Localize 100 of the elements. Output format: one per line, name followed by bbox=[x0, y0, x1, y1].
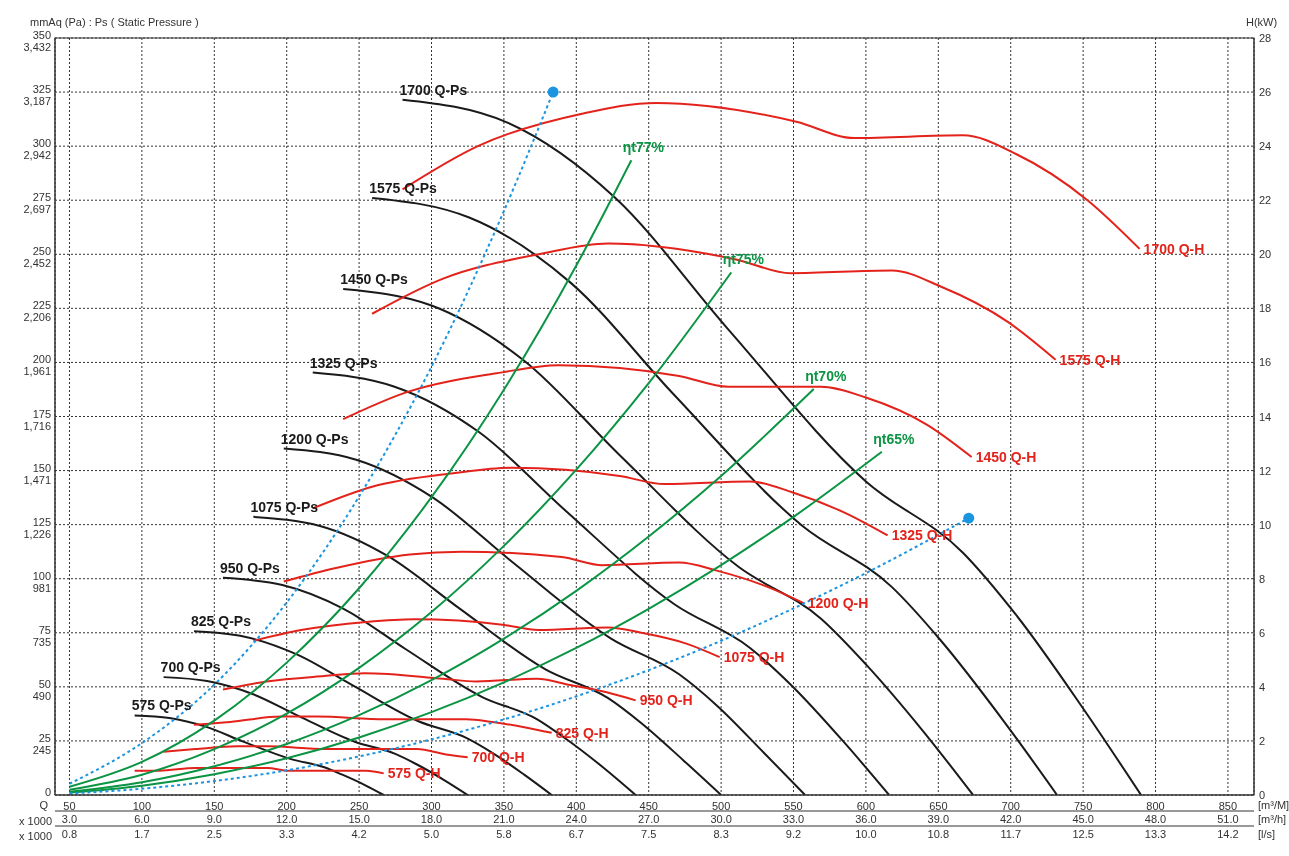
y2-tick-label: 0 bbox=[1259, 789, 1266, 801]
x-tick-label: 200 bbox=[277, 800, 296, 812]
text: 13.3 bbox=[1144, 828, 1167, 840]
series-label: 1450 Q-H bbox=[975, 449, 1037, 466]
y2-tick-label: 16 bbox=[1259, 356, 1272, 369]
y3-tick-label: 2,206 bbox=[23, 311, 51, 324]
text: Q bbox=[39, 799, 49, 811]
x2-tick-label: 6.0 bbox=[134, 813, 150, 825]
x2-tick-label: 48.0 bbox=[1144, 813, 1167, 825]
text: 3.3 bbox=[279, 828, 295, 840]
y-tick-label: 75 bbox=[38, 623, 51, 636]
text: 5.8 bbox=[496, 828, 512, 840]
y-tick-label: 200 bbox=[32, 353, 51, 366]
y3-tick-label: 3,187 bbox=[23, 95, 51, 108]
x-tick-label: 500 bbox=[711, 800, 731, 812]
y2-tick-label: 20 bbox=[1259, 248, 1272, 261]
series-label: 1325 Q-Ps bbox=[309, 354, 378, 371]
x2-tick-label: 30.0 bbox=[710, 813, 732, 825]
x2-tick-label: 36.0 bbox=[855, 813, 877, 825]
x2-tick-label: 9.0 bbox=[206, 813, 222, 825]
y-tick-label: 0 bbox=[44, 786, 51, 798]
x2-tick-label: 12.0 bbox=[275, 813, 298, 825]
y-tick-label: 25 bbox=[38, 731, 51, 744]
text: 10.0 bbox=[855, 828, 877, 840]
x-tick-label: 100 bbox=[132, 800, 152, 812]
series-label: ηt77% bbox=[622, 139, 665, 156]
series-label: 1075 Q-H bbox=[723, 649, 785, 666]
series-label: 1450 Q-Ps bbox=[340, 271, 409, 288]
x-tick-label: 700 bbox=[1001, 800, 1020, 812]
y-tick-label: 125 bbox=[32, 515, 51, 528]
text: x 1000 bbox=[18, 815, 52, 827]
series-label: 1075 Q-Ps bbox=[250, 498, 319, 515]
y2-tick-label: 4 bbox=[1259, 680, 1266, 693]
text: 11.7 bbox=[1000, 828, 1022, 840]
series-label: 1200 Q-H bbox=[807, 595, 869, 612]
series-label: 1575 Q-H bbox=[1059, 351, 1121, 368]
y3-tick-label: 2,942 bbox=[23, 149, 51, 162]
text: 10.8 bbox=[927, 828, 950, 840]
y3-tick-label: 490 bbox=[32, 689, 51, 702]
y-tick-label: 175 bbox=[32, 407, 51, 420]
text: 9.2 bbox=[785, 828, 802, 840]
x2-tick-label: 15.0 bbox=[348, 813, 370, 825]
y3-tick-label: 2,452 bbox=[23, 257, 51, 270]
text: 1.7 bbox=[134, 828, 150, 840]
series-label: 700 Q-H bbox=[471, 749, 525, 766]
x2-tick-label: 24.0 bbox=[565, 813, 588, 825]
x-tick-label: 550 bbox=[784, 800, 803, 812]
x2-axis-title: [m³/h] bbox=[1258, 813, 1287, 825]
x-tick-label: 150 bbox=[205, 800, 224, 812]
text: 0.8 bbox=[61, 828, 78, 840]
y2-tick-label: 6 bbox=[1259, 626, 1266, 639]
x2-tick-label: 51.0 bbox=[1217, 813, 1239, 825]
series-label: 825 Q-Ps bbox=[191, 613, 252, 630]
series-label: 950 Q-H bbox=[639, 692, 693, 709]
y3-tick-label: 245 bbox=[32, 743, 51, 756]
x-tick-label: 600 bbox=[856, 800, 876, 812]
y-tick-label: 250 bbox=[32, 245, 51, 258]
text: 2.5 bbox=[206, 828, 222, 840]
y2-tick-label: 12 bbox=[1259, 464, 1272, 477]
y2-tick-label: 26 bbox=[1259, 86, 1272, 99]
series-label: 1700 Q-Ps bbox=[399, 81, 468, 98]
text: 5.0 bbox=[423, 828, 440, 840]
series-label: 700 Q-Ps bbox=[160, 659, 221, 676]
y2-tick-label: 14 bbox=[1259, 410, 1272, 423]
y-tick-label: 275 bbox=[32, 191, 51, 204]
y3-tick-label: 1,961 bbox=[23, 365, 51, 378]
y-tick-label: 300 bbox=[32, 137, 51, 150]
y-tick-label: 50 bbox=[38, 677, 51, 690]
y2-tick-label: 2 bbox=[1259, 734, 1266, 747]
text: x 1000 bbox=[18, 830, 52, 842]
text: [l/s] bbox=[1258, 828, 1276, 840]
y2-tick-label: 24 bbox=[1259, 140, 1272, 153]
x-tick-label: 300 bbox=[422, 800, 441, 812]
x2-tick-label: 33.0 bbox=[782, 813, 805, 825]
series-label: 1200 Q-Ps bbox=[280, 430, 349, 447]
series-label: ηt65% bbox=[873, 430, 916, 447]
y2-tick-label: 22 bbox=[1259, 194, 1272, 207]
y3-tick-label: 1,226 bbox=[23, 527, 51, 540]
y-axis-title: mmAq (Pa) : Ps ( Static Pressure ) bbox=[30, 16, 199, 28]
y-tick-label: 100 bbox=[32, 569, 51, 582]
text: 14.2 bbox=[1217, 828, 1239, 840]
x2-tick-label: 39.0 bbox=[927, 813, 950, 825]
x-tick-label: 800 bbox=[1146, 800, 1165, 812]
x2-tick-label: 42.0 bbox=[1000, 813, 1022, 825]
y2-tick-label: 8 bbox=[1259, 572, 1266, 585]
y-tick-label: 325 bbox=[32, 83, 51, 96]
text: 12.5 bbox=[1072, 828, 1094, 840]
y3-tick-label: 1,471 bbox=[23, 473, 51, 486]
text: 6.7 bbox=[568, 828, 584, 840]
x2-tick-label: 18.0 bbox=[420, 813, 443, 825]
series-label: 575 Q-Ps bbox=[131, 697, 192, 714]
y2-tick-label: 18 bbox=[1259, 302, 1272, 315]
x-axis-title: [m³/M] bbox=[1258, 799, 1289, 811]
x-tick-label: 50 bbox=[63, 800, 76, 812]
x2-tick-label: 3.0 bbox=[61, 813, 78, 825]
x-tick-label: 650 bbox=[929, 800, 948, 812]
series-label: 1700 Q-H bbox=[1143, 240, 1205, 257]
y2-tick-label: 28 bbox=[1259, 32, 1272, 44]
x-tick-label: 450 bbox=[639, 800, 658, 812]
y-tick-label: 150 bbox=[32, 461, 51, 474]
